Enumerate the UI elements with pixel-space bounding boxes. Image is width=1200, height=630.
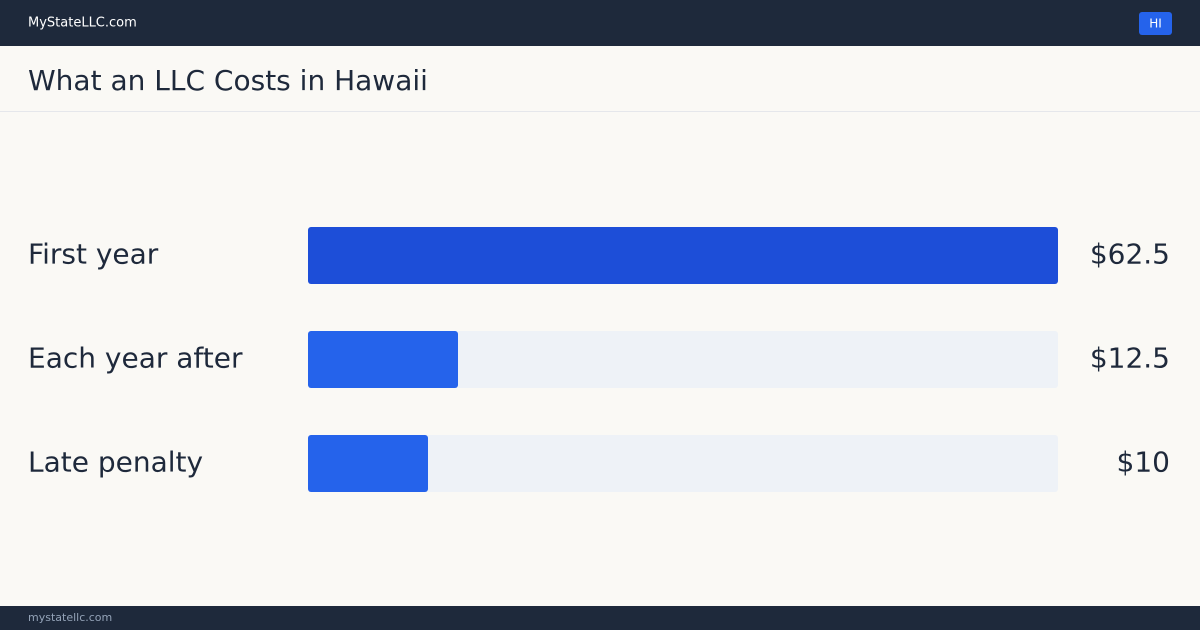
state-badge-text[interactable]: HI bbox=[1149, 17, 1162, 31]
state-badge[interactable] bbox=[1139, 12, 1172, 35]
footer-bar bbox=[0, 606, 1200, 630]
site-name[interactable]: MyStateLLC.com bbox=[28, 16, 137, 31]
category-label: Each year after bbox=[28, 342, 243, 375]
bar-track bbox=[308, 331, 1058, 388]
top-bar bbox=[0, 0, 1200, 46]
bar bbox=[308, 435, 428, 492]
bar bbox=[308, 227, 1058, 284]
bar bbox=[308, 331, 458, 388]
value-label: $12.5 bbox=[1090, 342, 1170, 375]
chart-title: What an LLC Costs in Hawaii bbox=[28, 64, 428, 97]
value-label: $10 bbox=[1117, 446, 1170, 479]
bar-rows: First year $62.5 Each year after $12.5 Late … bbox=[28, 227, 1170, 492]
bar-track bbox=[308, 435, 1058, 492]
category-label: First year bbox=[28, 238, 159, 271]
footer-site[interactable]: mystatellc.com bbox=[28, 611, 112, 624]
value-label: $62.5 bbox=[1090, 238, 1170, 271]
category-label: Late penalty bbox=[28, 446, 203, 479]
